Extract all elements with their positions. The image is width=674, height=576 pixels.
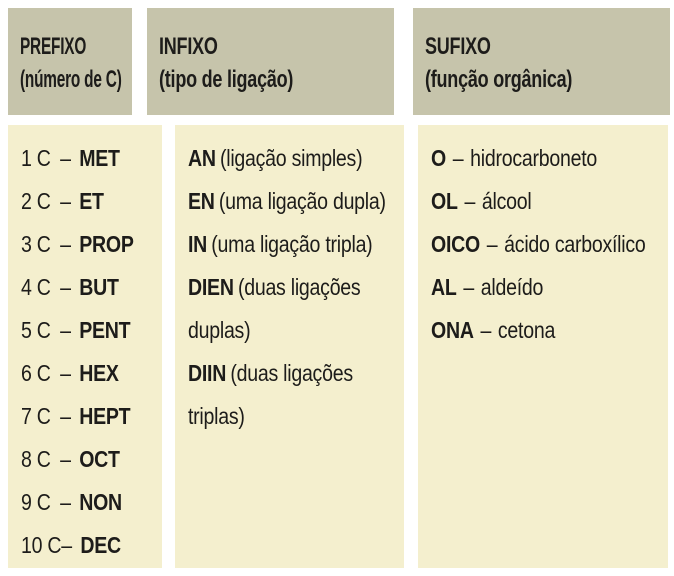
suffix-term: ONA <box>431 317 474 343</box>
sufixo-list: O – hidrocarboneto OL – álcool OICO – ácido ca… <box>418 125 668 568</box>
separator-dash: – <box>60 274 71 300</box>
prefix-row: 4 C – BUT <box>21 266 137 309</box>
prefix-row: 10 C– DEC <box>21 524 137 567</box>
separator-dash: – <box>60 360 71 386</box>
suffix-term: O <box>431 145 446 171</box>
separator-dash: – <box>480 317 492 343</box>
carbon-count: 9 C <box>21 489 51 515</box>
separator-dash: – <box>60 317 71 343</box>
suffix-row: AL – aldeído <box>431 266 629 309</box>
carbon-count: 2 C <box>21 188 51 214</box>
suffix-description: hidrocarboneto <box>470 145 598 171</box>
separator-dash: – <box>60 231 71 257</box>
infix-description: (ligação simples) <box>219 145 363 171</box>
header-sufixo-title: SUFIXO <box>425 33 491 60</box>
infixo-list: AN (ligação simples) EN (uma ligação dupla… <box>175 125 404 568</box>
separator-dash: – <box>60 446 71 472</box>
header-prefixo-title: PREFIXO <box>20 33 87 60</box>
prefix-term: DEC <box>80 532 121 558</box>
infix-description: (duas ligações duplas) <box>188 274 361 343</box>
infix-term: AN <box>188 145 216 171</box>
infix-row: DIIN (duas ligações triplas) <box>188 352 368 438</box>
suffix-description: aldeído <box>480 274 544 300</box>
prefix-term: HEX <box>79 360 119 386</box>
separator-dash: – <box>463 274 474 300</box>
infix-description: (duas ligações triplas) <box>188 360 353 429</box>
separator-dash: – <box>452 145 464 171</box>
prefixo-list: 1 C – MET 2 C – ET 3 C – PROP 4 C – BUT 5 C – PENT… <box>8 125 162 568</box>
header-prefixo-subtitle: (número de C) <box>20 66 122 93</box>
suffix-description: álcool <box>481 188 532 214</box>
prefix-row: 8 C – OCT <box>21 438 137 481</box>
prefix-row: 5 C – PENT <box>21 309 137 352</box>
infix-row: DIEN (duas ligações duplas) <box>188 266 368 352</box>
prefix-term: HEPT <box>79 403 131 429</box>
prefix-term: ET <box>79 188 104 214</box>
infix-row: AN (ligação simples) <box>188 137 368 180</box>
table-header-row: PREFIXO (número de C) INFIXO (tipo de li… <box>0 0 674 115</box>
carbon-count: 6 C <box>21 360 51 386</box>
separator-dash: – <box>464 188 476 214</box>
separator-dash: – <box>60 188 71 214</box>
separator-dash: – <box>60 403 71 429</box>
carbon-count: 5 C <box>21 317 51 343</box>
prefix-row: 3 C – PROP <box>21 223 137 266</box>
carbon-count: 8 C <box>21 446 51 472</box>
infix-term: IN <box>188 231 208 257</box>
infix-description: (uma ligação dupla) <box>218 188 386 214</box>
infix-row: EN (uma ligação dupla) <box>188 180 386 223</box>
prefix-term: MET <box>79 145 120 171</box>
header-infixo-title: INFIXO <box>159 33 218 60</box>
suffix-term: OICO <box>431 231 480 257</box>
suffix-row: OICO – ácido carboxílico <box>431 223 646 266</box>
infix-description: (uma ligação tripla) <box>211 231 373 257</box>
header-prefixo: PREFIXO (número de C) <box>8 8 132 115</box>
suffix-row: OL – álcool <box>431 180 629 223</box>
carbon-count: 1 C <box>21 145 51 171</box>
separator-dash: – <box>486 231 498 257</box>
prefix-row: 6 C – HEX <box>21 352 137 395</box>
prefix-row: 1 C – MET <box>21 137 137 180</box>
prefix-row: 7 C – HEPT <box>21 395 137 438</box>
header-sufixo-subtitle: (função orgânica) <box>425 66 573 93</box>
suffix-row: O – hidrocarboneto <box>431 137 629 180</box>
suffix-description: cetona <box>497 317 556 343</box>
carbon-count: 7 C <box>21 403 51 429</box>
prefix-term: BUT <box>79 274 119 300</box>
prefix-term: PENT <box>79 317 131 343</box>
separator-dash: – <box>60 489 71 515</box>
infix-term: EN <box>188 188 215 214</box>
carbon-count: 10 C <box>21 532 62 558</box>
suffix-description: ácido carboxílico <box>504 231 646 257</box>
infix-term: DIIN <box>188 360 227 386</box>
suffix-term: OL <box>431 188 458 214</box>
prefix-term: PROP <box>79 231 134 257</box>
prefix-term: OCT <box>79 446 120 472</box>
separator-dash: – <box>60 145 71 171</box>
table-body-row: 1 C – MET 2 C – ET 3 C – PROP 4 C – BUT 5 C – PENT… <box>0 115 674 568</box>
carbon-count: 3 C <box>21 231 51 257</box>
header-infixo: INFIXO (tipo de ligação) <box>147 8 394 115</box>
prefix-row: 2 C – ET <box>21 180 137 223</box>
infix-term: DIEN <box>188 274 234 300</box>
separator-dash: – <box>61 532 72 558</box>
carbon-count: 4 C <box>21 274 51 300</box>
prefix-term: NON <box>79 489 122 515</box>
suffix-row: ONA – cetona <box>431 309 629 352</box>
prefix-row: 9 C – NON <box>21 481 137 524</box>
header-infixo-subtitle: (tipo de ligação) <box>159 66 294 93</box>
suffix-term: AL <box>431 274 457 300</box>
infix-row: IN (uma ligação tripla) <box>188 223 373 266</box>
header-sufixo: SUFIXO (função orgânica) <box>413 8 670 115</box>
